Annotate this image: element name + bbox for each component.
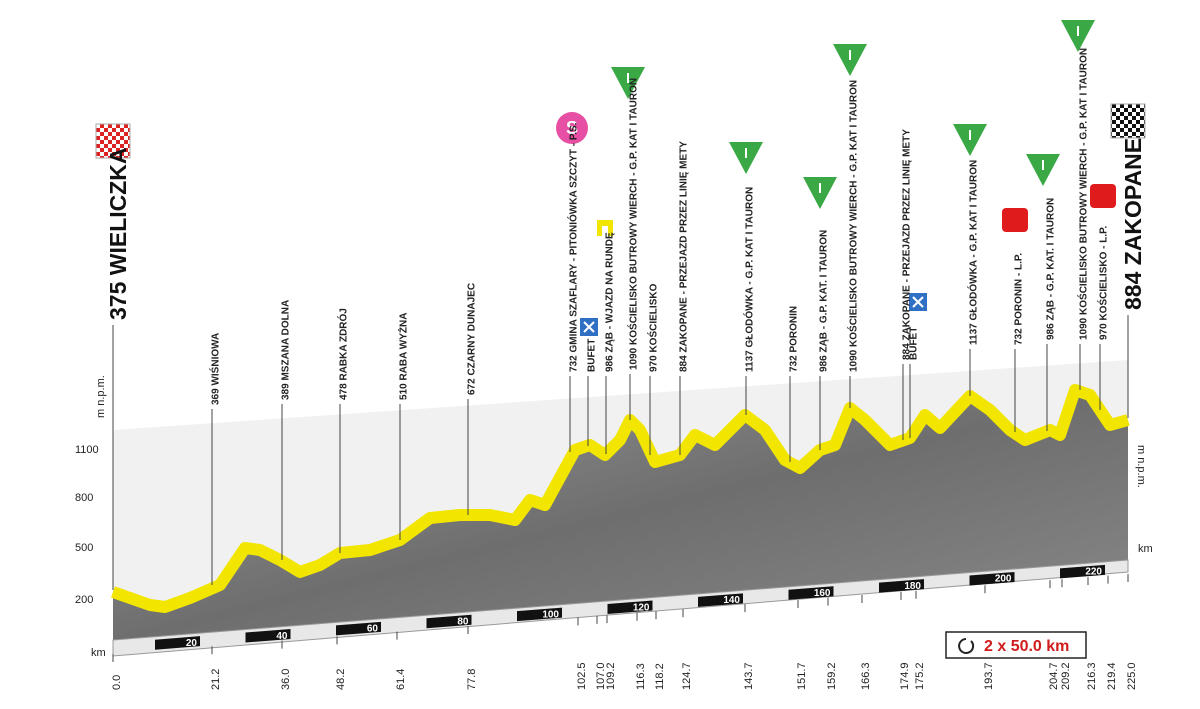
scale-label: 20 [186, 638, 198, 649]
scale-label: 140 [723, 595, 740, 606]
scale-label: 40 [276, 631, 288, 642]
waypoint-label: 732 PORONIN [789, 306, 800, 372]
scale-bar [426, 614, 472, 629]
km-label: 116.3 [635, 663, 647, 690]
waypoint-label: 369 WIŚNIOWA [209, 333, 222, 405]
waypoint-label: 1090 KOŚCIELISKO BUTROWY WIERCH - G.P. K… [1077, 48, 1090, 340]
icons [95, 103, 1146, 659]
scale-bar [245, 629, 291, 643]
km-label: 77.8 [466, 669, 478, 690]
km-label: 61.4 [395, 669, 407, 690]
km-label: 118.2 [654, 663, 666, 690]
km-label: 109.2 [605, 662, 617, 690]
km-unit: km [1138, 543, 1153, 555]
scale-label: 180 [904, 581, 921, 592]
bonus-icon [1090, 184, 1116, 208]
finish-flag [1110, 103, 1146, 139]
elevation-unit: m n.p.m. [1135, 445, 1147, 488]
terrain [113, 390, 1128, 642]
scale-label: 120 [633, 602, 650, 613]
km-label: 102.5 [576, 662, 588, 690]
start-label: 375 WIELICZKA [105, 147, 131, 320]
start-flag [95, 123, 131, 159]
scale-label: 160 [814, 588, 831, 599]
km-label: 175.2 [914, 662, 926, 690]
scale-label: 80 [457, 617, 469, 628]
sprint-letter: S [566, 118, 578, 138]
waypoint-label: 1090 KOŚCIELISKO BUTROWY WIERCH - G.P. K… [627, 78, 640, 370]
waypoint-label: 884 ZAKOPANE - PRZEJAZD PRZEZ LINIĘ METY [902, 129, 913, 360]
km-label: 143.7 [743, 662, 755, 690]
waypoint-label: 1090 KOŚCIELISKO BUTROWY WIERCH - G.P. K… [847, 80, 860, 372]
waypoint-label: 986 ZĄB - WJAZD NA RUNDĘ [605, 232, 616, 372]
waypoint-label: 732 PORONIN - L.P. [1014, 253, 1025, 345]
scale-bar [155, 636, 200, 650]
elevation-label: 1100 [75, 444, 99, 456]
laps-icon [958, 638, 975, 654]
km-label: 204.7 [1048, 662, 1060, 690]
scale-label: 200 [995, 574, 1012, 585]
waypoint-label: 1137 GŁODÓWKA - G.P. KAT I TAURON [743, 187, 756, 372]
scale-bar [1060, 564, 1105, 579]
laps-label: 2 x 50.0 km [984, 638, 1069, 655]
scale-bars: 20 40 60 80 100 120 140 160 180 200 220 [155, 564, 1105, 650]
scale-bar [698, 593, 743, 607]
scale-bar [879, 579, 924, 593]
km-label: 48.2 [335, 669, 347, 690]
scale-label: 60 [367, 624, 379, 635]
scale-bar [517, 607, 562, 622]
bonus-icon [1002, 208, 1028, 232]
waypoint-label: 672 CZARNY DUNAJEC [467, 283, 478, 395]
km-label: 159.2 [826, 662, 838, 690]
km-label: 36.0 [280, 669, 292, 690]
scale-bar [607, 600, 653, 615]
waypoint-label: 884 ZAKOPANE - PRZEJAZD PRZEZ LINIĘ METY [679, 141, 690, 372]
waypoint-label: 986 ZĄB - G.P. KAT. I TAURON [819, 230, 830, 372]
waypoint-label: 510 RABA WYŻNA [397, 313, 410, 400]
km-label: 151.7 [796, 662, 808, 690]
scale-label: 100 [542, 609, 559, 620]
km-label: 107.0 [595, 662, 607, 690]
laps-box [945, 631, 1087, 659]
scale-label: 220 [1085, 567, 1102, 578]
km-label: 166.3 [860, 662, 872, 690]
scale-bar [788, 586, 834, 600]
km-label: 174.9 [899, 662, 911, 690]
sprint-icon [556, 112, 588, 144]
waypoint-label: 1137 GŁODÓWKA - G.P. KAT I TAURON [967, 160, 980, 345]
km-label: 225.0 [1126, 662, 1138, 690]
lap-entry-icon [597, 220, 613, 236]
km-unit: km [91, 647, 106, 659]
waypoint-label: 389 MSZANA DOLNA [281, 300, 292, 400]
km-label: 209.2 [1060, 662, 1072, 690]
elevation-label: 500 [75, 542, 93, 554]
finish-label: 884 ZAKOPANE [1120, 138, 1146, 310]
elevation-label: 200 [75, 594, 93, 606]
waypoint-label: 970 KOŚCIELISKO - L.P. [1097, 225, 1110, 340]
waypoint-label: 478 RABKA ZDRÓJ [337, 308, 350, 400]
km-label: 219.4 [1106, 662, 1118, 690]
km-label: 193.7 [983, 662, 995, 690]
waypoint-label: BUFET [909, 327, 920, 360]
waypoint-label: 986 ZĄB - G.P. KAT. I TAURON [1046, 198, 1057, 340]
km-label: 0.0 [111, 675, 123, 690]
scale-bar [336, 621, 381, 636]
profile-ribbon [111, 384, 1130, 613]
waypoint-label: BUFET [587, 339, 598, 372]
waypoint-label: 970 KOŚCIELISKO [647, 283, 660, 372]
km-label: 216.3 [1086, 662, 1098, 690]
elevation-unit: m n.p.m. [95, 375, 107, 418]
feed-mark [912, 296, 924, 308]
km-label: 124.7 [681, 662, 693, 690]
km-label: 21.2 [210, 669, 222, 690]
elevation-label: 800 [75, 492, 93, 504]
feed-mark [583, 321, 595, 333]
waypoint-label: 732 GMINA SZAFLARY - PITONIÓWKA SZCZYT -… [567, 122, 580, 372]
scale-bar [969, 571, 1015, 586]
